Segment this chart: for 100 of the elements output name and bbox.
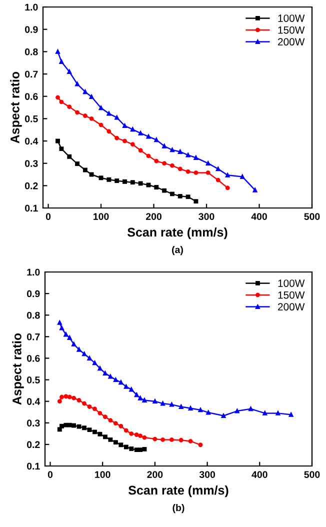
- point: [186, 152, 190, 158]
- point: [87, 404, 92, 409]
- point: [106, 177, 112, 182]
- point: [129, 431, 134, 436]
- point: [106, 129, 112, 134]
- point: [170, 163, 174, 168]
- point: [60, 394, 64, 400]
- point: [82, 401, 86, 406]
- point: [124, 384, 128, 389]
- point: [102, 434, 108, 440]
- point: [56, 95, 60, 100]
- legend-label: 150W: [278, 26, 305, 34]
- y-axis-title: Aspect ratio: [12, 333, 24, 405]
- point: [138, 130, 143, 136]
- y-tick-label: 1.0: [25, 4, 38, 11]
- x-tick-label: 100: [95, 471, 110, 478]
- x-tick-label: 0: [46, 213, 51, 220]
- point: [60, 326, 64, 330]
- y-axis-title: Aspect ratio: [10, 72, 22, 144]
- point: [152, 436, 158, 442]
- point: [82, 114, 88, 118]
- x-tick-label: 300: [199, 471, 216, 478]
- x-tick-label: 400: [252, 471, 268, 478]
- point: [122, 138, 127, 144]
- point: [113, 421, 118, 426]
- point: [102, 414, 108, 420]
- point: [225, 172, 230, 178]
- point: [146, 154, 151, 158]
- point: [162, 144, 167, 148]
- point: [64, 394, 68, 399]
- point: [98, 122, 104, 128]
- point: [57, 399, 62, 404]
- y-tick-label: 0.1: [25, 204, 38, 212]
- y-tick-label: 0.8: [27, 312, 40, 319]
- point: [113, 440, 118, 445]
- point: [206, 170, 210, 175]
- y-tick-label: 0.5: [25, 115, 38, 122]
- y-tick-label: 1.0: [27, 268, 40, 276]
- y-tick-label: 0.7: [27, 333, 40, 340]
- point: [92, 406, 97, 412]
- y-tick-label: 0.4: [27, 398, 40, 405]
- point: [89, 172, 94, 177]
- y-tick-label: 0.9: [25, 26, 38, 33]
- x-tick-label: 200: [146, 213, 162, 220]
- legend-label: 200W: [278, 303, 305, 311]
- point: [206, 410, 211, 415]
- point: [72, 423, 76, 428]
- point: [89, 116, 94, 121]
- point: [98, 432, 102, 436]
- point: [60, 424, 64, 428]
- point: [114, 178, 120, 183]
- legend-label: 150W: [278, 291, 305, 299]
- point: [162, 188, 167, 193]
- point: [162, 161, 167, 166]
- point: [138, 181, 143, 186]
- x-tick-label: 500: [304, 213, 320, 220]
- point: [198, 442, 203, 448]
- y-tick-label: 0.2: [25, 182, 38, 190]
- text: (b): [172, 504, 184, 514]
- point: [57, 427, 62, 432]
- point: [57, 320, 62, 325]
- point: [124, 444, 128, 450]
- point: [114, 136, 120, 140]
- point: [186, 194, 190, 200]
- y-tick-label: 0.1: [27, 462, 40, 470]
- point: [114, 115, 120, 120]
- point: [178, 149, 182, 154]
- point: [178, 166, 182, 172]
- legend-label: 100W: [278, 14, 305, 22]
- y-tick-label: 0.4: [25, 138, 38, 145]
- y-tick-label: 0.2: [27, 441, 40, 448]
- y-tick-label: 0.5: [27, 376, 40, 384]
- point: [178, 194, 182, 198]
- x-tick-label: 300: [198, 213, 214, 220]
- point: [118, 442, 124, 448]
- y-tick-label: 0.6: [27, 354, 40, 362]
- x-axis-title: Scan rate (mm/s): [127, 227, 228, 240]
- point: [178, 438, 184, 442]
- point: [130, 142, 135, 147]
- point: [108, 418, 113, 423]
- point: [262, 410, 268, 416]
- y-tick-label: 0.3: [25, 160, 38, 167]
- x-tick-label: 500: [304, 471, 320, 478]
- x-axis-title: Scan rate (mm/s): [128, 485, 228, 498]
- point: [138, 396, 143, 400]
- point: [92, 430, 97, 434]
- y-tick-label: 0.3: [27, 420, 40, 427]
- point: [188, 438, 193, 444]
- point: [138, 434, 143, 438]
- point: [56, 49, 60, 54]
- point: [108, 437, 113, 442]
- point: [138, 148, 143, 153]
- y-tick-label: 0.8: [25, 48, 38, 56]
- point: [169, 437, 174, 442]
- y-tick-label: 0.6: [25, 93, 38, 100]
- point: [138, 448, 143, 452]
- point: [146, 134, 151, 139]
- x-tick-label: 200: [147, 471, 163, 478]
- point: [56, 138, 60, 144]
- point: [194, 199, 198, 204]
